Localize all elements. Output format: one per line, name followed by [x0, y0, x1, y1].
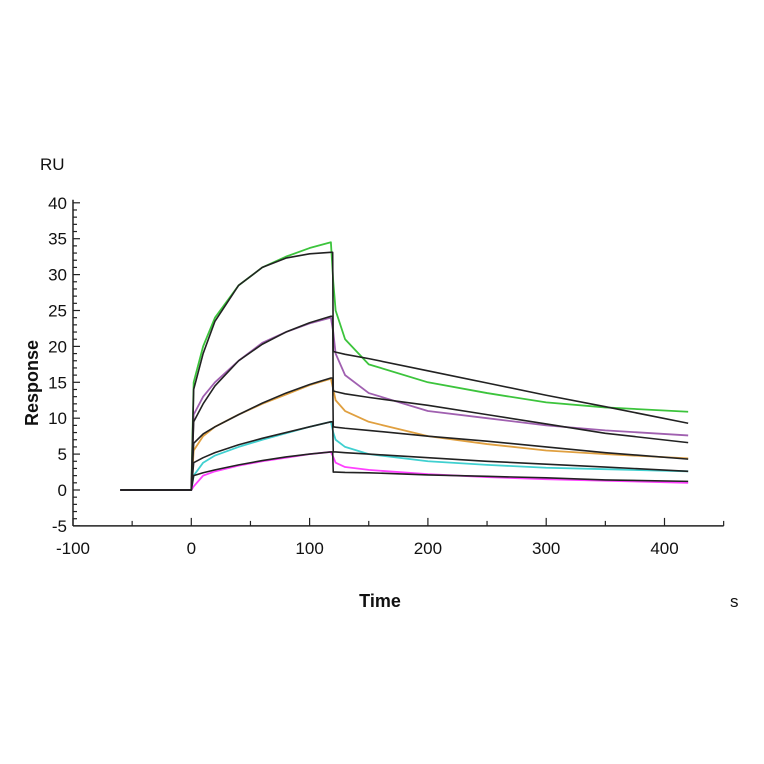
x-tick-label: 400 — [650, 539, 678, 558]
y-tick-label: 35 — [48, 230, 67, 249]
y-tick-label: 30 — [48, 266, 67, 285]
y-tick-label: 15 — [48, 373, 67, 392]
measured-curve-1 — [120, 316, 689, 491]
fit-curve-9 — [120, 451, 689, 491]
plot-area — [120, 241, 689, 491]
x-axis-label: Time — [359, 591, 401, 611]
x-tick-label: 100 — [295, 539, 323, 558]
axes: -100 0 100 200 300 400 -5 0 5 10 15 20 25 30 35 40 — [48, 194, 725, 558]
y-tick-label: 0 — [58, 481, 67, 500]
x-tick-label: 300 — [532, 539, 560, 558]
y-unit-label: RU — [40, 155, 65, 174]
fit-curve-7 — [120, 377, 689, 491]
y-tick-label: 40 — [48, 194, 67, 213]
y-axis-label: Response — [22, 340, 42, 426]
fit-curve-8 — [120, 420, 689, 491]
x-tick-label: 0 — [187, 539, 196, 558]
y-tick-label: 10 — [48, 409, 67, 428]
y-tick-label: 20 — [48, 337, 67, 356]
x-tick-label: 200 — [414, 539, 442, 558]
x-tick-label: -100 — [56, 539, 90, 558]
x-unit-label: s — [730, 592, 739, 611]
y-tick-label: -5 — [52, 517, 67, 536]
y-tick-label: 5 — [58, 445, 67, 464]
y-tick-label: 25 — [48, 302, 67, 321]
